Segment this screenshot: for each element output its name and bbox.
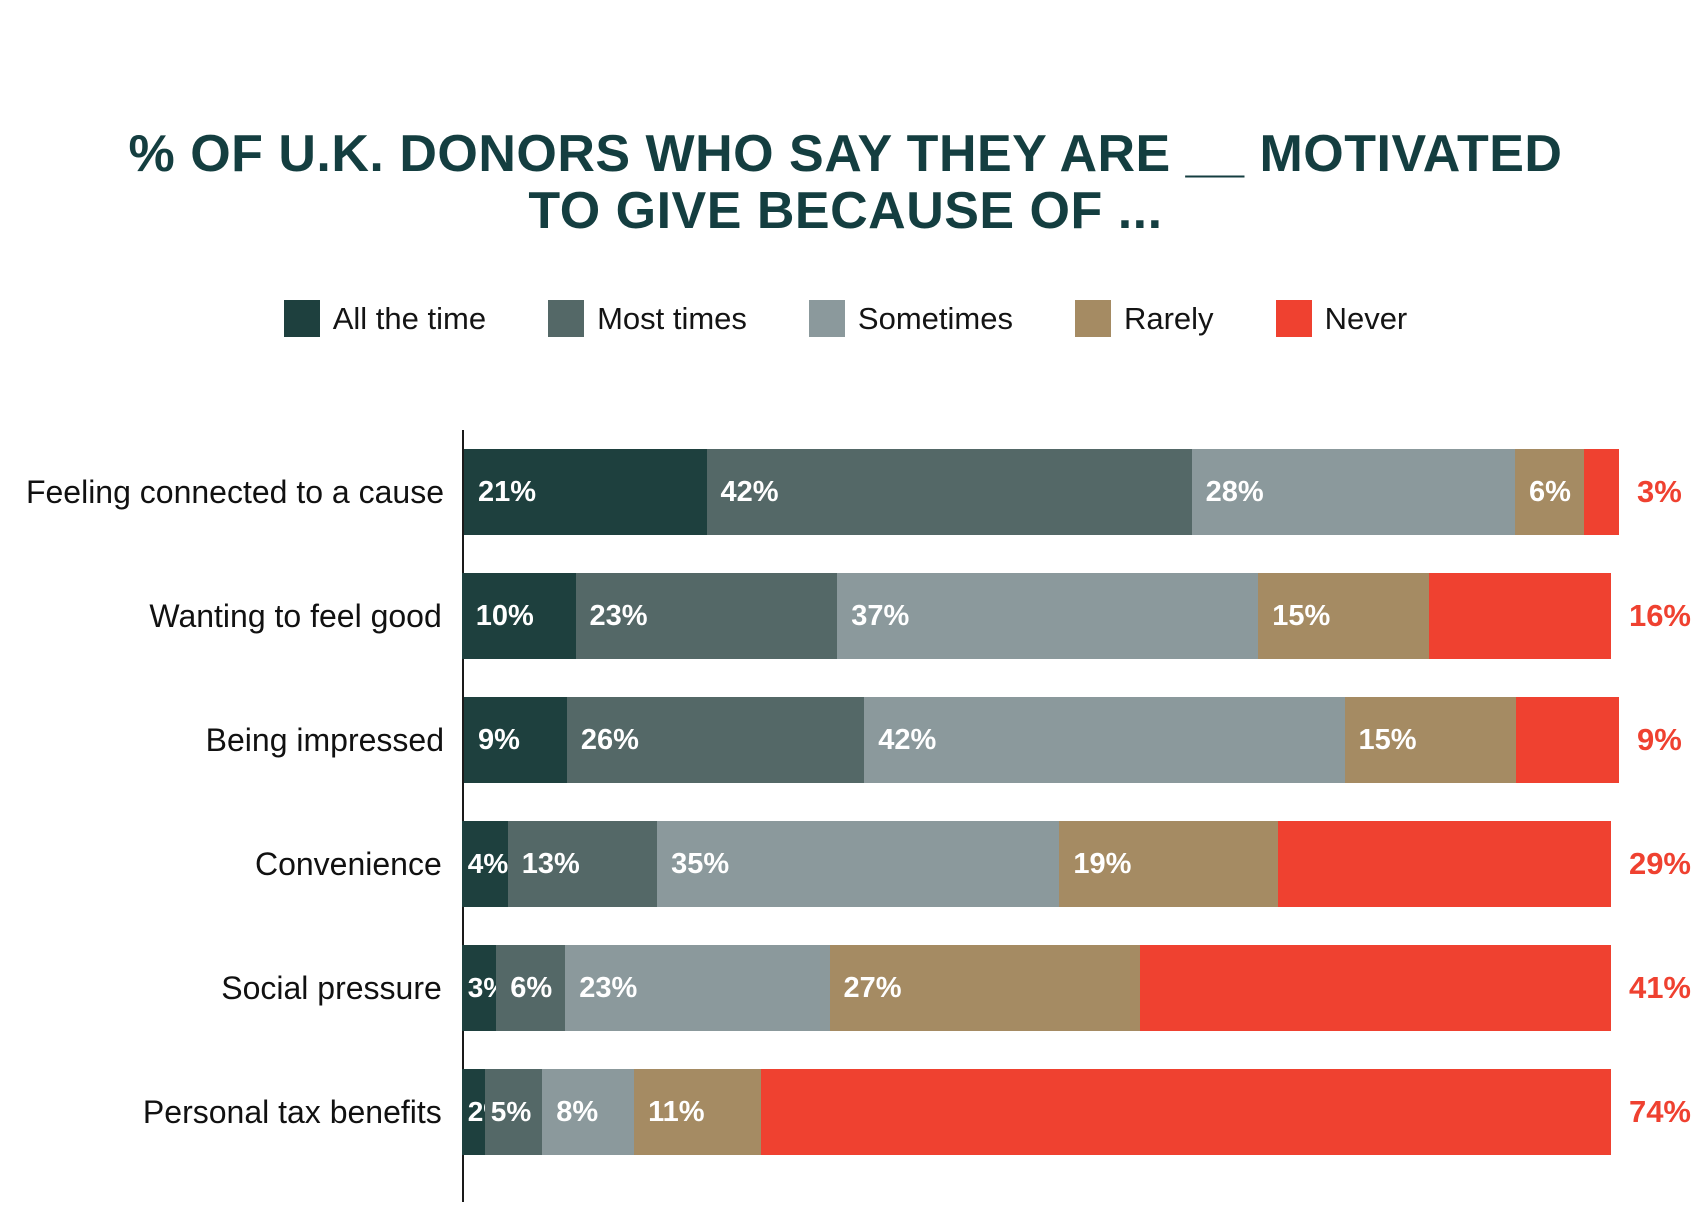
category-label: Feeling connected to a cause (25, 473, 444, 510)
segment-value-label: 6% (1529, 475, 1571, 508)
legend-label: Never (1324, 300, 1408, 336)
bar-segment-sometimes: 28% (1191, 449, 1516, 535)
bar-segment-all-the-time: 9% (464, 697, 567, 783)
never-value-label: 29% (1628, 846, 1691, 881)
category-label: Social pressure (221, 969, 442, 1006)
legend-swatch-icon (548, 300, 585, 337)
segment-value-label: 42% (720, 475, 779, 508)
chart-row: Social pressure 3% 6% 23% 27% 41% (0, 926, 1691, 1050)
category-label: Being impressed (205, 721, 444, 758)
legend-item-most-times: Most times (548, 300, 747, 337)
bar-segment-all-the-time: 3% (461, 945, 508, 1031)
segment-value-label: 15% (1358, 723, 1417, 756)
never-value-label: 41% (1628, 970, 1691, 1005)
segment-value-label: 23% (589, 599, 648, 632)
bar-segment-sometimes: 37% (837, 573, 1259, 659)
stacked-bar: 9% 26% 42% 15% (464, 697, 1619, 783)
bar-segment-rarely: 15% (1344, 697, 1517, 783)
stacked-bar: 10% 23% 37% 15% (461, 573, 1611, 659)
bar-segment-rarely: 15% (1258, 573, 1429, 659)
segment-value-label: 28% (1205, 475, 1264, 508)
category-label: Personal tax benefits (142, 1093, 442, 1130)
category-label: Wanting to feel good (149, 597, 442, 634)
never-value-label: 74% (1628, 1094, 1691, 1129)
legend-label: Sometimes (857, 300, 1013, 336)
legend-swatch-icon (283, 300, 320, 337)
bar-segment-most-times: 23% (575, 573, 838, 659)
never-value-label: 9% (1637, 722, 1682, 757)
bar-segment-rarely: 6% (1515, 449, 1585, 535)
segment-value-label: 6% (510, 971, 553, 1004)
legend: All the time Most times Sometimes Rarely Nev… (0, 300, 1691, 337)
bar-segment-sometimes: 8% (542, 1069, 635, 1155)
chart-row: Personal tax benefits 2%5% 8% 11% 74% (0, 1050, 1691, 1174)
bar-segment-all-the-time: 2% (461, 1069, 508, 1155)
chart-rows: Feeling connected to a cause 21% 42% 28% 6% 3… (0, 430, 1691, 1174)
segment-value-label: 15% (1272, 599, 1331, 632)
segment-value-label: 21% (478, 475, 537, 508)
legend-item-all-the-time: All the time (283, 300, 487, 337)
segment-value-label: 11% (648, 1095, 705, 1128)
bar-segment-all-the-time: 21% (464, 449, 707, 535)
stacked-bar: 3% 6% 23% 27% (461, 945, 1611, 1031)
legend-item-never: Never (1275, 300, 1408, 337)
chart-row: Feeling connected to a cause 21% 42% 28% 6% 3… (0, 430, 1691, 554)
segment-value-label: 13% (521, 847, 580, 880)
chart-title: % OF U.K. DONORS WHO SAY THEY ARE __ MOT… (0, 125, 1691, 241)
bar-segment-never (1584, 449, 1619, 535)
segment-value-label: 23% (579, 971, 638, 1004)
stacked-bar-chart: Feeling connected to a cause 21% 42% 28% 6% 3… (0, 430, 1691, 1202)
legend-label: Rarely (1123, 300, 1214, 336)
segment-value-label: 19% (1073, 847, 1132, 880)
stacked-bar: 4% 13% 35% 19% (461, 821, 1611, 907)
bar-segment-never (1277, 821, 1611, 907)
chart-title-line2: TO GIVE BECAUSE OF ... (528, 182, 1163, 241)
segment-value-label: 9% (478, 723, 520, 756)
bar-segment-never (760, 1069, 1611, 1155)
chart-title-line1: % OF U.K. DONORS WHO SAY THEY ARE __ MOT… (128, 125, 1563, 183)
bar-segment-never (1139, 945, 1611, 1031)
bar-segment-most-times: 26% (566, 697, 865, 783)
chart-row: Convenience 4% 13% 35% 19% 29% (0, 802, 1691, 926)
segment-value-label: 10% (475, 599, 534, 632)
segment-value-label: 8% (556, 1095, 599, 1128)
legend-label: All the time (332, 300, 487, 336)
never-value-label: 16% (1628, 598, 1691, 633)
y-axis-line (462, 430, 464, 1202)
legend-swatch-icon (1275, 300, 1312, 337)
bar-segment-rarely: 11% (634, 1069, 761, 1155)
bar-segment-sometimes: 35% (657, 821, 1060, 907)
legend-item-sometimes: Sometimes (808, 300, 1013, 337)
segment-value-label: 37% (851, 599, 910, 632)
segment-value-label: 42% (878, 723, 937, 756)
bar-segment-sometimes: 23% (565, 945, 830, 1031)
bar-segment-most-times: 42% (706, 449, 1192, 535)
stacked-bar: 21% 42% 28% 6% (464, 449, 1619, 535)
legend-swatch-icon (1074, 300, 1111, 337)
chart-row: Wanting to feel good 10% 23% 37% 15% 16% (0, 554, 1691, 678)
segment-value-label: 27% (843, 971, 902, 1004)
bar-segment-never (1516, 697, 1619, 783)
bar-segment-all-the-time: 10% (461, 573, 576, 659)
chart-row: Being impressed 9% 26% 42% 15% 9% (0, 678, 1691, 802)
bar-segment-all-the-time: 4% (461, 821, 509, 907)
legend-item-rarely: Rarely (1074, 300, 1214, 337)
segment-value-label: 26% (580, 723, 639, 756)
never-value-label: 3% (1637, 474, 1682, 509)
bar-segment-most-times: 6% (496, 945, 566, 1031)
bar-segment-never (1428, 573, 1611, 659)
segment-value-label: 5% (490, 1096, 532, 1127)
bar-segment-sometimes: 42% (864, 697, 1345, 783)
legend-label: Most times (597, 300, 747, 336)
segment-value-label: 35% (671, 847, 730, 880)
legend-swatch-icon (808, 300, 845, 337)
bar-segment-rarely: 27% (829, 945, 1140, 1031)
category-label: Convenience (254, 845, 442, 882)
segment-value-label: 4% (467, 848, 509, 879)
stacked-bar: 2%5% 8% 11% (461, 1069, 1611, 1155)
bar-segment-most-times: 13% (507, 821, 658, 907)
bar-segment-rarely: 19% (1059, 821, 1278, 907)
bar-segment-most-times: 5% (484, 1069, 543, 1155)
